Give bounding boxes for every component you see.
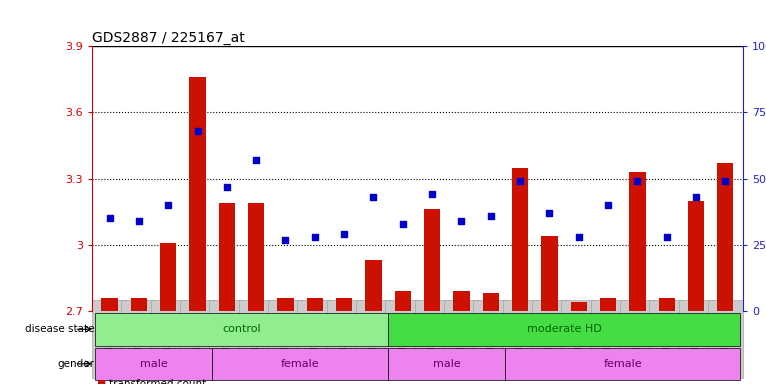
Bar: [717, 163, 734, 311]
Bar: [131, 298, 147, 311]
Text: female: female: [281, 359, 319, 369]
Bar: [630, 172, 646, 311]
Bar: [95, 348, 212, 380]
Point: [338, 231, 350, 237]
Point: [192, 128, 204, 134]
Text: gender: gender: [58, 359, 95, 369]
Bar: [101, 298, 118, 311]
Bar: [365, 260, 381, 311]
Point: [602, 202, 614, 208]
Bar: [306, 298, 323, 311]
Point: [133, 218, 145, 224]
Bar: [95, 313, 388, 346]
Bar: [424, 210, 440, 311]
Point: [309, 234, 321, 240]
Bar: [571, 302, 587, 311]
Bar: [542, 236, 558, 311]
Point: [221, 184, 233, 190]
Bar: [189, 77, 205, 311]
Bar: [388, 313, 740, 346]
Point: [397, 220, 409, 227]
Text: male: male: [433, 359, 460, 369]
Point: [250, 157, 262, 163]
Point: [660, 234, 673, 240]
Point: [631, 178, 643, 184]
Bar: [453, 291, 470, 311]
Bar: [512, 167, 529, 311]
Bar: [248, 203, 264, 311]
Bar: [212, 348, 388, 380]
Bar: [483, 293, 499, 311]
Point: [543, 210, 555, 216]
Text: moderate HD: moderate HD: [527, 324, 601, 334]
Point: [162, 202, 175, 208]
Bar: [336, 298, 352, 311]
Bar: [600, 298, 616, 311]
Point: [690, 194, 702, 200]
Point: [426, 191, 438, 197]
Text: transformed count: transformed count: [109, 379, 206, 384]
Point: [485, 213, 497, 219]
Text: female: female: [604, 359, 642, 369]
Bar: [388, 348, 506, 380]
Text: disease state: disease state: [25, 324, 95, 334]
Point: [103, 215, 116, 222]
Bar: [160, 243, 176, 311]
Bar: [688, 201, 704, 311]
Point: [280, 237, 292, 243]
Point: [719, 178, 732, 184]
Text: control: control: [222, 324, 260, 334]
Bar: [506, 348, 740, 380]
Point: [573, 234, 585, 240]
Point: [368, 194, 380, 200]
Text: GDS2887 / 225167_at: GDS2887 / 225167_at: [92, 31, 244, 45]
Point: [455, 218, 467, 224]
Bar: [219, 203, 235, 311]
Text: male: male: [139, 359, 168, 369]
Text: ■: ■: [96, 379, 105, 384]
Bar: [659, 298, 675, 311]
Bar: [277, 298, 293, 311]
Bar: [394, 291, 411, 311]
Point: [514, 178, 526, 184]
